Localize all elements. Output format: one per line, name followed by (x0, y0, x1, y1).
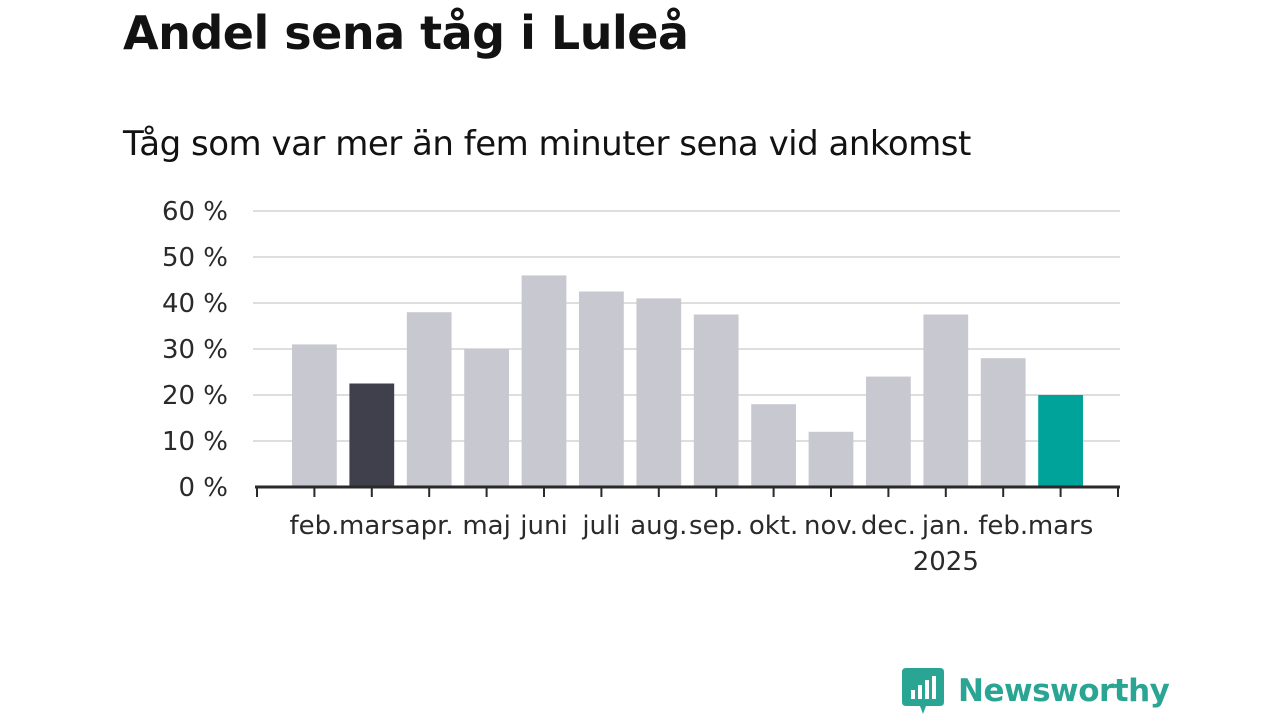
y-tick-label: 30 % (162, 335, 228, 365)
y-tick-label: 0 % (178, 473, 228, 503)
bar (349, 383, 395, 487)
bar (808, 431, 854, 487)
x-tick-label: maj (462, 511, 510, 541)
y-tick-label: 10 % (162, 427, 228, 457)
x-tick-label: jan. (921, 511, 970, 541)
x-tick-label: aug. (630, 511, 687, 541)
y-tick-label: 20 % (162, 381, 228, 411)
x-tick-label: dec. (861, 511, 916, 541)
bar (579, 291, 624, 487)
chart-title: Andel sena tåg i Luleå (123, 6, 689, 60)
brand-name: Newsworthy (958, 673, 1170, 709)
x-tick-label: okt. (749, 511, 798, 541)
x-tick-label: apr. (405, 511, 454, 541)
bar (866, 376, 911, 487)
x-tick-label: mars (1028, 511, 1094, 541)
bar (521, 275, 567, 487)
x-tick-label: mars (339, 511, 405, 541)
x-axis-tick-labels: feb. mars apr. maj juni juli aug. sep. okt. nov. d… (289, 511, 1093, 577)
brand-logo: Newsworthy (902, 668, 1170, 714)
gridlines (253, 210, 1120, 442)
bars (292, 275, 1083, 487)
y-axis-tick-labels: 0 % 10 % 20 % 30 % 40 % 50 % 60 % (162, 197, 228, 503)
bar-chart: 0 %10 %20 %30 %40 %50 %60 % feb. mars apr.… (162, 197, 1120, 577)
bar (406, 312, 452, 487)
bar (636, 298, 682, 487)
bar (1038, 395, 1083, 487)
newsworthy-logo-icon (902, 668, 944, 714)
bar (923, 314, 969, 487)
x-tick-label: feb. (978, 511, 1028, 541)
y-tick-label: 60 % (162, 197, 228, 227)
bar (751, 404, 796, 487)
chart-subtitle: Tåg som var mer än fem minuter sena vid … (123, 124, 971, 164)
x-tick-label: juli (581, 511, 620, 541)
x-axis (255, 485, 1120, 497)
x-tick-label: feb. (289, 511, 339, 541)
x-tick-label: nov. (804, 511, 858, 541)
bar (464, 349, 509, 487)
x-year-label: 2025 (913, 547, 979, 577)
x-tick-label: sep. (689, 511, 743, 541)
y-tick-label: 40 % (162, 289, 228, 319)
y-tick-label: 50 % (162, 243, 228, 273)
x-tick-label: juni (519, 511, 567, 541)
bar (693, 314, 739, 487)
bar (292, 344, 337, 487)
bar (980, 358, 1026, 487)
